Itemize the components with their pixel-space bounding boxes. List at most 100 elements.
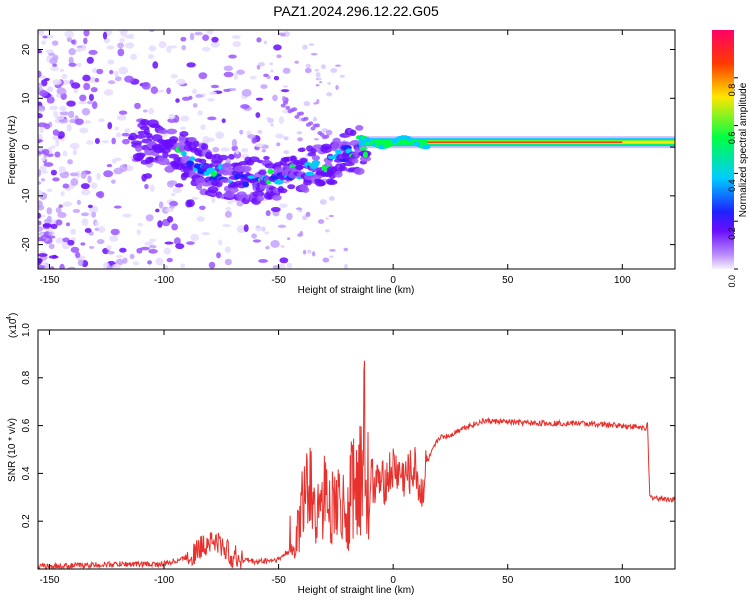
heat-noise xyxy=(201,232,211,236)
y-tick-label: 0.4 xyxy=(21,466,32,480)
heat-noise xyxy=(282,180,290,184)
y-tick-label: -10 xyxy=(21,188,32,203)
heat-noise xyxy=(210,40,220,48)
heat-noise xyxy=(106,244,112,251)
heat-noise xyxy=(54,151,61,158)
heat-noise xyxy=(270,206,281,213)
heat-noise xyxy=(270,239,280,248)
heat-noise xyxy=(59,111,69,116)
colorbar: 0.0 0.2 0.4 0.6 0.8 Normalized spectral ampl… xyxy=(712,30,749,288)
heat-noise xyxy=(313,102,318,105)
heat-noise xyxy=(314,138,319,141)
heat-noise xyxy=(61,79,70,85)
heat-noise xyxy=(52,135,61,141)
heat-noise xyxy=(233,72,238,81)
heat-noise xyxy=(283,136,289,141)
heat-noise xyxy=(282,95,286,102)
heat-noise xyxy=(216,252,221,259)
heat-noise xyxy=(121,132,130,137)
heat-noise xyxy=(68,62,77,67)
heat-noise xyxy=(191,196,199,201)
heat-noise xyxy=(240,104,250,109)
heat-noise xyxy=(256,64,261,70)
x-tick-label: -150 xyxy=(39,575,59,586)
heat-noise xyxy=(294,60,299,64)
heat-noise xyxy=(65,222,70,227)
heat-noise xyxy=(168,113,176,120)
heat-noise xyxy=(107,122,113,130)
heat-noise xyxy=(166,257,173,263)
heat-band xyxy=(221,162,233,170)
heat-noise xyxy=(157,220,163,228)
heat-noise xyxy=(96,68,104,75)
heat-noise xyxy=(335,84,339,91)
heat-noise xyxy=(80,242,86,246)
heat-noise xyxy=(52,78,62,86)
heat-noise xyxy=(283,150,290,155)
heat-noise xyxy=(75,252,81,259)
x-tick-label: -50 xyxy=(271,575,286,586)
heat-noise xyxy=(236,69,245,75)
heat-noise xyxy=(106,163,113,168)
heat-noise xyxy=(46,188,53,193)
heat-noise xyxy=(80,212,89,217)
heat-noise xyxy=(152,61,159,69)
heat-noise xyxy=(103,89,114,96)
heat-noise xyxy=(241,89,252,97)
heat-noise xyxy=(263,40,268,45)
heat-branch xyxy=(292,107,298,112)
heat-band xyxy=(135,152,146,158)
snr-x-label: Height of straight line (km) xyxy=(298,585,415,596)
heat-band xyxy=(240,165,252,173)
heat-noise xyxy=(55,219,63,226)
heat-noise xyxy=(325,217,329,220)
heat-noise xyxy=(170,74,178,79)
heat-noise xyxy=(305,212,310,217)
heat-core xyxy=(189,156,196,161)
heat-noise xyxy=(168,45,178,49)
heat-noise xyxy=(166,87,172,95)
heat-noise xyxy=(158,201,164,209)
heat-noise xyxy=(52,129,60,136)
heat-noise xyxy=(175,243,185,250)
heat-noise xyxy=(282,67,291,74)
heat-noise xyxy=(260,84,268,90)
x-tick-label: 0 xyxy=(390,575,396,586)
heat-noise xyxy=(171,223,178,231)
heat-noise xyxy=(133,261,140,266)
heat-band xyxy=(311,155,321,161)
heat-noise xyxy=(62,201,73,207)
heat-core xyxy=(186,160,195,167)
heat-noise xyxy=(96,172,101,181)
heat-band xyxy=(271,194,282,201)
heat-band xyxy=(228,153,235,160)
heat-noise xyxy=(42,223,52,228)
x-tick-label: 0 xyxy=(390,275,396,286)
heat-noise xyxy=(43,162,54,167)
heat-noise xyxy=(45,49,54,54)
heat-noise xyxy=(224,210,232,218)
heat-noise xyxy=(107,59,115,65)
heat-noise xyxy=(328,196,335,201)
heat-noise xyxy=(70,178,79,186)
heat-noise xyxy=(181,96,191,101)
heat-noise xyxy=(239,129,244,135)
heat-core xyxy=(181,150,187,157)
heat-noise xyxy=(317,219,325,224)
heat-band xyxy=(179,130,189,137)
heat-noise xyxy=(70,228,77,235)
heat-noise xyxy=(329,248,336,252)
heat-noise xyxy=(80,170,87,179)
x-tick-label: -100 xyxy=(154,275,174,286)
heat-band xyxy=(295,164,304,170)
heat-noise xyxy=(51,145,56,149)
heat-noise xyxy=(114,76,122,82)
heat-noise xyxy=(232,41,242,47)
heat-noise xyxy=(215,133,224,140)
heat-noise xyxy=(38,113,43,119)
heat-branch xyxy=(280,103,286,108)
heat-band xyxy=(263,155,270,161)
heat-noise xyxy=(66,36,72,43)
heat-band xyxy=(353,167,365,176)
heat-noise xyxy=(149,238,157,243)
